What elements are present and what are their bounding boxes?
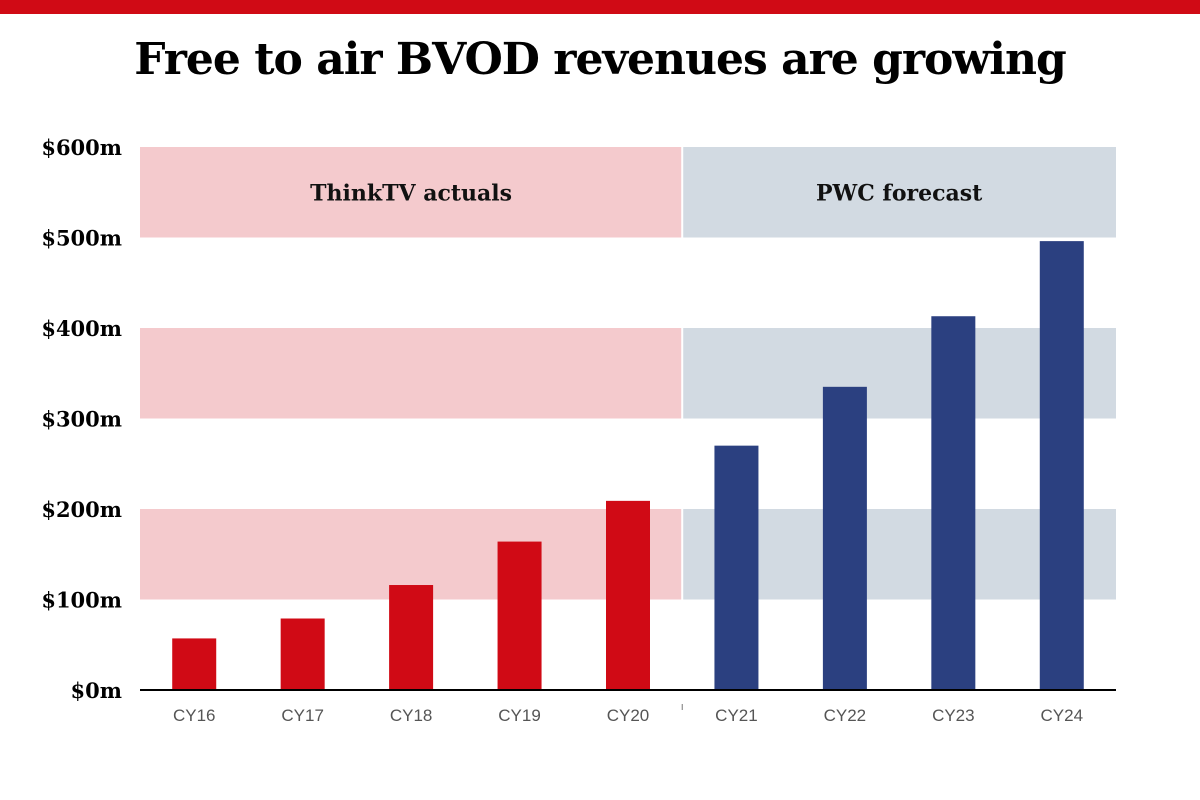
y-tick-label-200: $200m xyxy=(41,497,122,522)
bar-cy23 xyxy=(931,316,976,690)
bar-cy17 xyxy=(280,618,325,690)
bar-cy20 xyxy=(606,500,650,690)
band-forecast-500-600 xyxy=(683,147,1116,238)
band-actuals-100-200 xyxy=(140,509,682,600)
y-tick-label-100: $100m xyxy=(41,588,122,613)
band-actuals-300-400 xyxy=(140,328,682,419)
bar-cy18 xyxy=(389,585,434,690)
x-tick-label-cy18: CY18 xyxy=(390,706,433,725)
y-tick-label-600: $600m xyxy=(41,135,122,160)
bar-cy21 xyxy=(714,445,759,690)
bar-cy24 xyxy=(1039,241,1084,690)
band-label-actuals: ThinkTV actuals xyxy=(310,180,512,206)
y-tick-label-300: $300m xyxy=(41,407,122,432)
y-tick-label-0: $0m xyxy=(71,678,122,703)
x-tick-label-cy17: CY17 xyxy=(281,706,324,725)
chart-title: Free to air BVOD revenues are growing xyxy=(134,34,1066,85)
y-tick-label-500: $500m xyxy=(41,226,122,251)
x-tick-label-cy21: CY21 xyxy=(715,706,758,725)
band-label-forecast: PWC forecast xyxy=(816,180,983,206)
x-tick-label-cy24: CY24 xyxy=(1041,706,1084,725)
bar-cy16 xyxy=(172,638,217,690)
bar-cy19 xyxy=(497,541,542,690)
x-tick-label-cy20: CY20 xyxy=(607,706,650,725)
band-actuals-500-600 xyxy=(140,147,682,238)
y-tick-label-400: $400m xyxy=(41,316,122,341)
x-tick-label-cy22: CY22 xyxy=(824,706,867,725)
bar-cy22 xyxy=(822,386,867,690)
x-tick-label-cy23: CY23 xyxy=(932,706,975,725)
x-tick-label-cy19: CY19 xyxy=(498,706,541,725)
x-tick-label-cy16: CY16 xyxy=(173,706,216,725)
top-accent-bar xyxy=(0,0,1200,14)
